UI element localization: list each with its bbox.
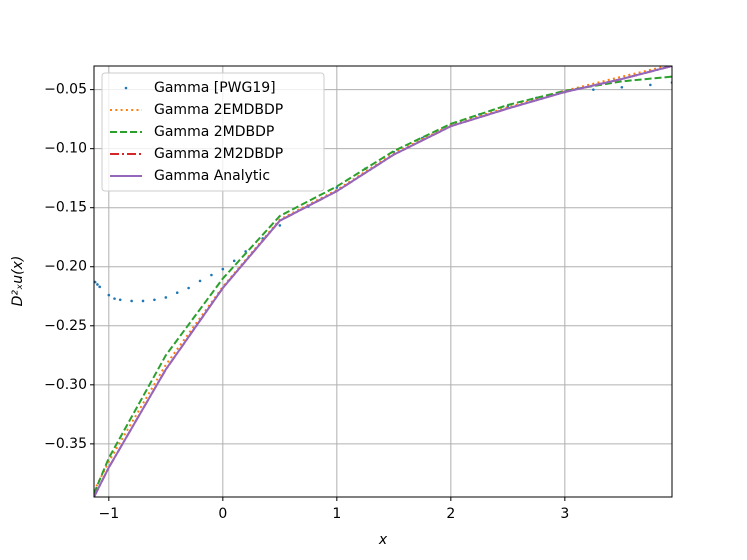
data-point [130,299,133,303]
data-point [198,279,202,283]
y-tick-label: −0.15 [44,200,87,216]
x-tick-label: 3 [560,506,569,522]
series-line [94,75,672,494]
data-point [107,293,111,297]
data-point [175,291,179,295]
axes: −1 0 1 2 3 −0.05 −0.10 −0.15 −0.20 −0.25 −0.30 −0.3… [44,82,569,522]
data-point [98,285,102,289]
legend-label: Gamma 2M2DBDP [154,146,283,162]
data-point [620,85,624,89]
data-point [96,283,99,286]
x-tick-label: 2 [446,506,455,522]
data-point [94,280,97,284]
axes-frame [93,65,673,498]
legend-marker [124,86,128,90]
legend-label: Gamma Analytic [154,168,270,184]
x-tick-label: 1 [332,506,341,522]
data-point [153,298,156,302]
y-axis-label: D²ₓu(x) [10,256,26,307]
data-point [187,286,190,290]
x-tick-label: −1 [99,506,120,522]
data-point [232,259,236,263]
plot-area [94,66,672,497]
data-point [592,88,595,91]
data-point [278,224,282,227]
y-tick-label: −0.10 [44,141,87,157]
data-point [113,297,116,300]
y-tick-label: −0.25 [44,318,87,334]
legend-label: Gamma 2EMDBDP [154,102,283,118]
legend-label: Gamma [PWG19] [154,80,276,96]
legend-frame [101,72,325,192]
data-point [649,83,652,87]
legend: Gamma [PWG19] Gamma 2EMDBDP Gamma 2MDBDP Ga… [101,72,325,192]
data-point [118,298,122,302]
data-point [210,273,213,277]
series-line [94,66,672,497]
y-tick-label: −0.30 [44,377,87,393]
y-tick-label: −0.20 [44,259,87,275]
y-tick-label: −0.35 [44,436,87,452]
data-point [141,299,145,303]
data-point [221,267,225,271]
legend-label: Gamma 2MDBDP [154,124,274,140]
x-axis-label: x [378,532,388,548]
x-tick-label: 0 [218,506,227,522]
y-tick-label: −0.05 [44,82,87,98]
data-point [164,296,168,299]
